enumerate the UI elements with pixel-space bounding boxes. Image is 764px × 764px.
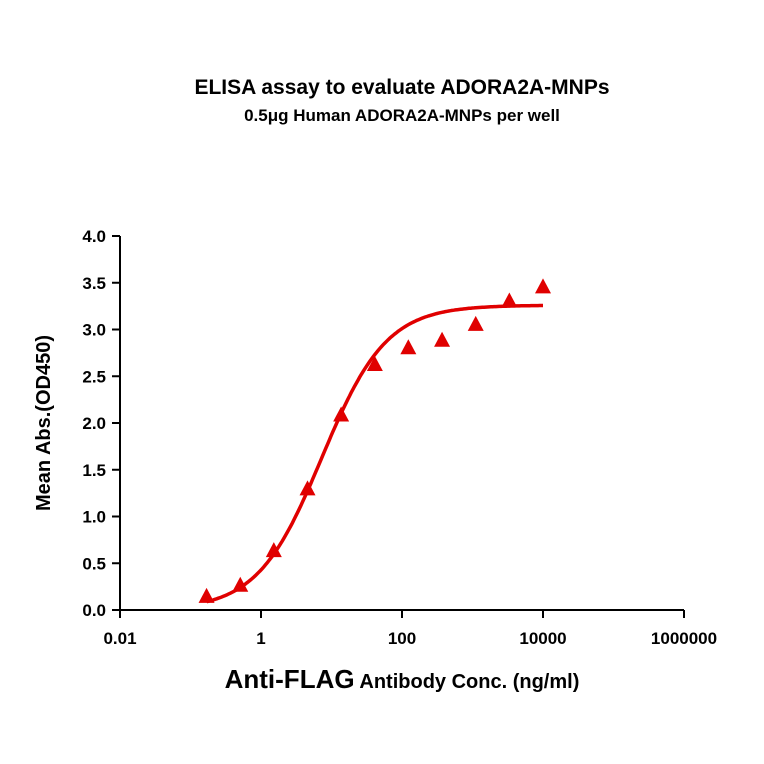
data-point: [198, 587, 215, 603]
chart-subtitle: 0.5μg Human ADORA2A-MNPs per well: [244, 106, 560, 125]
fit-curve: [206, 303, 543, 604]
data-point: [535, 278, 551, 294]
data-point: [400, 339, 417, 355]
y-tick-label: 1.5: [82, 461, 106, 480]
y-tick-label: 3.0: [82, 321, 106, 340]
y-tick-label: 2.5: [82, 367, 106, 386]
x-axis-label-main: Anti-FLAG: [225, 664, 355, 694]
data-point: [467, 315, 484, 331]
chart-title: ELISA assay to evaluate ADORA2A-MNPs: [194, 76, 609, 99]
x-axis-label-rest: Antibody Conc. (ng/ml): [355, 671, 580, 693]
data-point: [265, 542, 282, 558]
x-tick-label: 10000: [519, 629, 566, 648]
x-tick-label: 100: [388, 629, 416, 648]
x-tick-label: 0.01: [103, 629, 136, 648]
y-tick-label: 4.0: [82, 227, 106, 246]
data-point: [366, 356, 383, 372]
data-point: [501, 292, 518, 308]
y-tick-label: 3.5: [82, 274, 106, 293]
y-tick-label: 0.0: [82, 601, 106, 620]
data-point: [232, 576, 249, 592]
y-axis-label: Mean Abs.(OD450): [33, 335, 55, 511]
x-axis-label: Anti-FLAG Antibody Conc. (ng/ml): [225, 664, 580, 694]
y-tick-label: 2.0: [82, 414, 106, 433]
data-point: [333, 406, 350, 422]
data-point: [434, 331, 451, 347]
y-tick-label: 1.0: [82, 508, 106, 527]
x-tick-label: 1: [256, 629, 265, 648]
x-tick-label: 1000000: [651, 629, 717, 648]
data-point: [299, 480, 316, 496]
y-tick-label: 0.5: [82, 554, 106, 573]
